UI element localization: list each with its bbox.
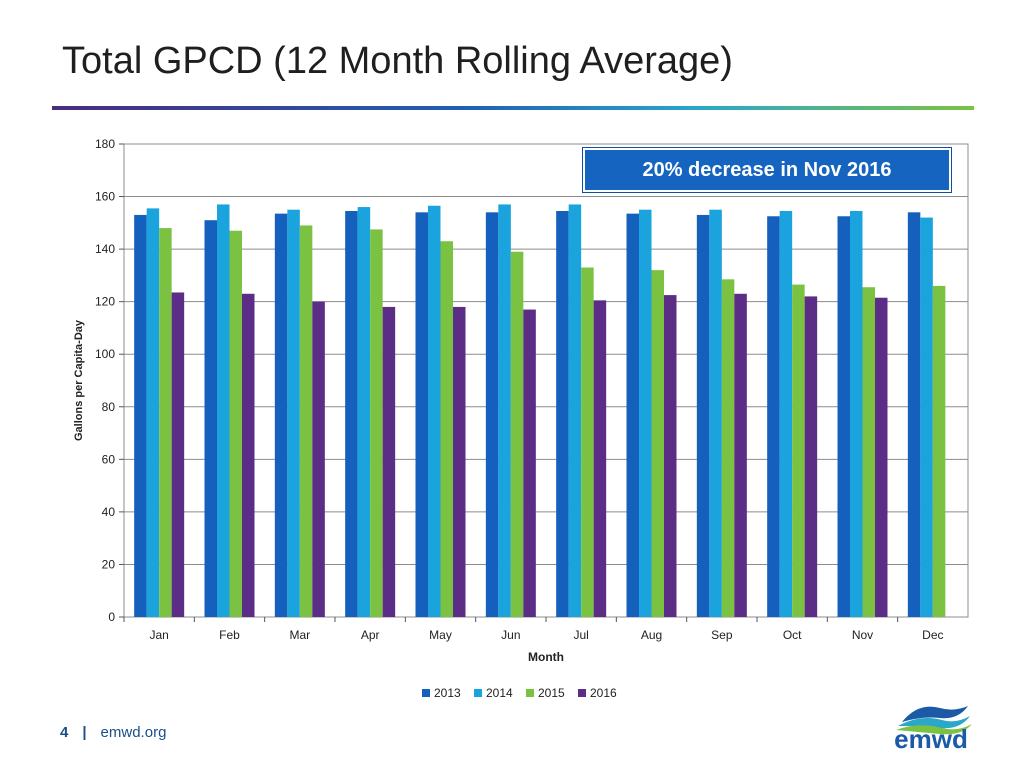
bar-2015-aug — [651, 270, 664, 617]
x-tick-label: Oct — [783, 628, 802, 642]
bar-2014-aug — [639, 209, 652, 617]
bar-2016-oct — [804, 296, 818, 617]
footer: 4 | emwd.org — [60, 724, 166, 741]
website-link[interactable]: emwd.org — [100, 724, 167, 741]
bar-2015-sep — [721, 279, 735, 617]
x-axis-title: Month — [528, 650, 564, 664]
bar-2013-oct — [767, 216, 780, 617]
bar-2016-nov — [875, 297, 888, 617]
bar-2014-feb — [217, 204, 230, 617]
x-tick-label: Mar — [289, 628, 310, 642]
bar-2014-may — [428, 205, 441, 617]
x-tick-label: Jan — [149, 628, 168, 642]
bar-2014-jul — [568, 204, 582, 617]
x-tick-label: Apr — [361, 628, 380, 642]
bar-2013-jul — [556, 211, 569, 617]
x-tick-label: May — [429, 628, 452, 642]
x-tick-label: Jun — [501, 628, 520, 642]
bar-2016-aug — [664, 295, 677, 617]
bar-2015-may — [440, 241, 453, 617]
bar-2016-jan — [171, 292, 185, 617]
y-tick-label: 60 — [102, 452, 116, 466]
bar-2016-apr — [382, 306, 396, 617]
legend-label-2013: 2013 — [434, 686, 461, 700]
title-divider — [52, 106, 974, 110]
bar-2015-jul — [581, 267, 594, 617]
emwd-logo-icon — [896, 706, 972, 735]
x-tick-label: Feb — [219, 628, 240, 642]
y-tick-label: 80 — [102, 400, 116, 414]
bar-2016-may — [453, 306, 466, 617]
bar-2013-sep — [696, 214, 710, 617]
bar-2013-jan — [134, 214, 147, 617]
bar-2013-jun — [485, 212, 499, 618]
bar-2013-mar — [274, 213, 288, 617]
logo-text: emwd — [894, 724, 968, 754]
bar-2015-oct — [792, 284, 805, 617]
bar-2013-aug — [626, 213, 639, 617]
legend-swatch-2015 — [526, 689, 534, 697]
bar-2013-may — [415, 212, 428, 618]
bar-2015-feb — [229, 230, 242, 617]
page-number: 4 — [60, 724, 69, 741]
legend-label-2015: 2015 — [538, 686, 565, 700]
bar-2013-apr — [345, 211, 358, 617]
bar-2013-feb — [204, 220, 217, 617]
y-tick-label: 0 — [108, 610, 115, 624]
bar-2014-jan — [146, 208, 160, 617]
legend-swatch-2016 — [578, 689, 586, 697]
y-tick-label: 40 — [102, 505, 116, 519]
bar-2016-sep — [734, 293, 747, 617]
bar-2015-mar — [299, 225, 313, 617]
bar-2013-dec — [907, 212, 921, 618]
bar-2016-feb — [242, 293, 255, 617]
x-tick-label: Aug — [641, 628, 662, 642]
bar-2014-apr — [357, 207, 371, 618]
x-tick-label: Nov — [852, 628, 873, 642]
y-tick-label: 140 — [95, 242, 115, 256]
bar-2013-nov — [837, 216, 850, 617]
bar-2016-jul — [593, 300, 607, 617]
y-tick-label: 180 — [95, 137, 115, 151]
bar-2014-oct — [779, 211, 793, 617]
decrease-callout: 20% decrease in Nov 2016 — [583, 148, 951, 192]
y-axis-title: Gallons per Capita-Day — [73, 319, 85, 441]
bar-2016-mar — [312, 301, 325, 617]
x-tick-label: Jul — [573, 628, 588, 642]
bar-2014-jun — [498, 204, 511, 617]
bar-2014-mar — [287, 209, 300, 617]
slide-title: Total GPCD (12 Month Rolling Average) — [62, 40, 733, 82]
bar-2015-dec — [932, 285, 946, 617]
bar-2014-nov — [850, 211, 863, 617]
bar-2015-apr — [370, 229, 383, 617]
x-tick-label: Sep — [711, 628, 733, 642]
callout-text: 20% decrease in Nov 2016 — [642, 158, 892, 181]
legend-swatch-2014 — [474, 689, 482, 697]
bar-2014-sep — [709, 209, 722, 617]
y-tick-label: 120 — [95, 295, 115, 309]
legend-label-2016: 2016 — [590, 686, 617, 700]
y-tick-label: 20 — [102, 557, 116, 571]
bar-2014-dec — [920, 217, 933, 618]
x-tick-label: Dec — [922, 628, 943, 642]
bar-2015-jun — [510, 251, 524, 617]
y-tick-label: 160 — [95, 190, 115, 204]
y-tick-label: 100 — [95, 347, 115, 361]
bar-2015-jan — [159, 228, 172, 618]
legend-swatch-2013 — [422, 689, 430, 697]
footer-separator: | — [82, 724, 87, 741]
bar-2015-nov — [862, 287, 875, 617]
bar-2016-jun — [523, 309, 536, 617]
legend-label-2014: 2014 — [486, 686, 513, 700]
